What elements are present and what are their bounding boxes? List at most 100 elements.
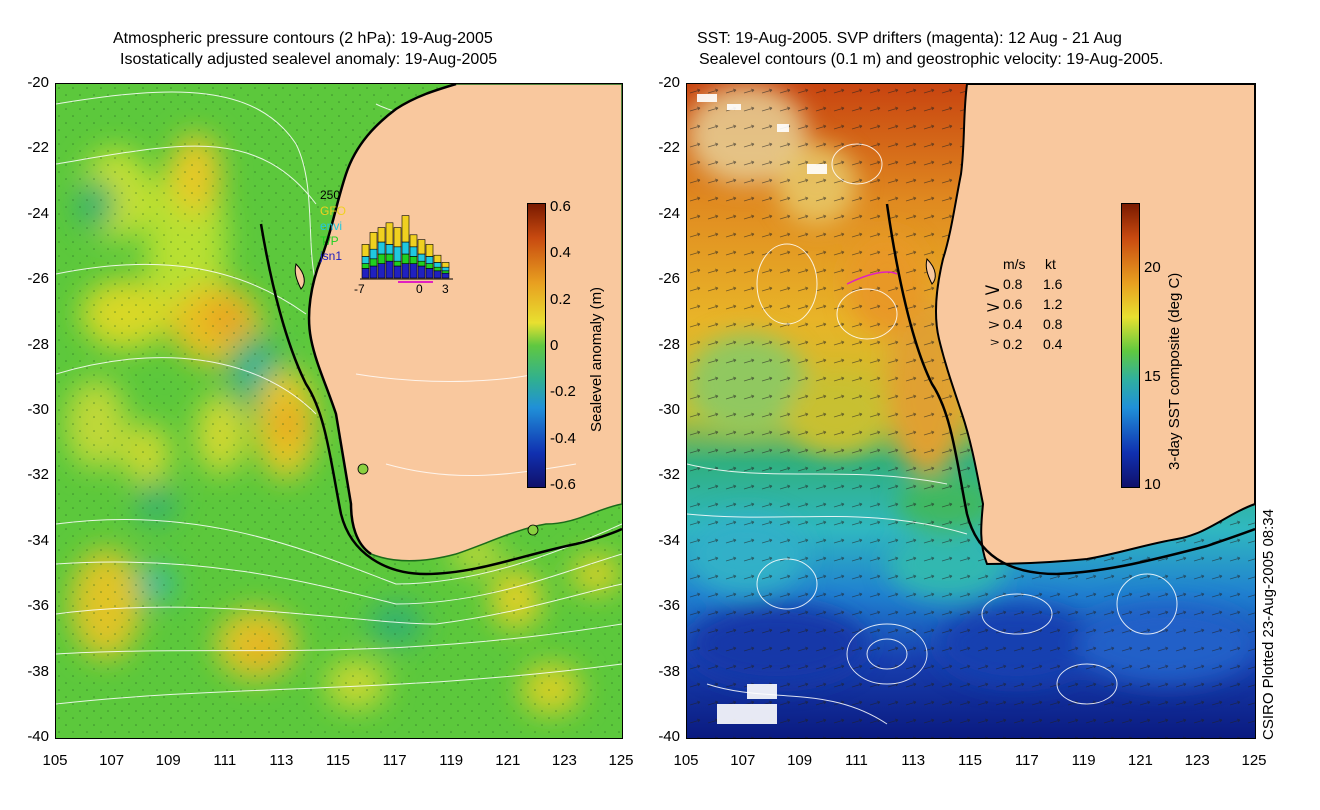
inset-bar bbox=[385, 244, 394, 255]
left-lat-tick: -34 bbox=[27, 531, 49, 549]
inset-bar bbox=[369, 232, 378, 250]
left-lat-tick: -28 bbox=[27, 335, 49, 353]
inset-bar bbox=[361, 263, 370, 269]
right-lon-tick: 117 bbox=[1014, 752, 1039, 769]
inset-bar bbox=[401, 215, 410, 243]
left-lat-tick: -20 bbox=[27, 74, 49, 91]
inset-bar bbox=[433, 270, 442, 279]
left-lon-tick: 107 bbox=[99, 752, 125, 769]
velocity-arrow-icon: > bbox=[986, 298, 1001, 318]
sla-colorbar-tick: -0.6 bbox=[550, 476, 576, 493]
sla-colorbar-tick: 0.4 bbox=[550, 244, 571, 262]
inset-bar bbox=[417, 253, 426, 262]
right-lat-tick: -24 bbox=[658, 204, 680, 222]
inset-bar bbox=[441, 272, 450, 279]
sst-colorbar-tick: 20 bbox=[1144, 259, 1161, 277]
inset-x-tick: 3 bbox=[442, 282, 449, 296]
left-lon-tick: 111 bbox=[213, 752, 237, 769]
velocity-kt-value: 0.8 bbox=[1043, 316, 1063, 332]
inset-bar bbox=[425, 256, 434, 264]
velocity-kt-value: 0.4 bbox=[1043, 336, 1063, 352]
left-lat-tick: -30 bbox=[27, 401, 49, 418]
velocity-legend-header-kt: kt bbox=[1045, 256, 1056, 272]
inset-bar bbox=[409, 234, 418, 248]
velocity-arrow-icon: > bbox=[988, 317, 1000, 333]
velocity-ms-value: 0.2 bbox=[1003, 336, 1023, 352]
left-lon-tick: 123 bbox=[551, 752, 577, 769]
inset-bar bbox=[433, 262, 442, 268]
right-lon-tick: 125 bbox=[1241, 752, 1267, 769]
left-lat-tick: -22 bbox=[27, 139, 49, 157]
right-lon-tick: 109 bbox=[787, 752, 813, 769]
inset-mission-label: jsn1 bbox=[320, 249, 343, 263]
right-lon-tick: 123 bbox=[1184, 752, 1210, 769]
left-lon-tick: 125 bbox=[608, 752, 634, 769]
right-lat-tick: -40 bbox=[658, 728, 680, 745]
left-lon-tick: 113 bbox=[269, 752, 294, 769]
right-lat-tick: -30 bbox=[658, 401, 680, 418]
inset-bar bbox=[433, 266, 442, 272]
left-lat-tick: -36 bbox=[27, 597, 49, 615]
sealevel-contours bbox=[687, 143, 1178, 725]
inset-bar bbox=[441, 262, 450, 268]
right-lon-tick: 107 bbox=[730, 752, 756, 769]
right-lat-tick: -22 bbox=[658, 139, 680, 157]
inset-bar bbox=[409, 263, 418, 279]
inset-bar bbox=[417, 265, 426, 279]
inset-bar bbox=[393, 246, 402, 262]
right-lon-tick: 111 bbox=[844, 752, 868, 769]
inset-bar bbox=[377, 263, 386, 279]
left-lon-tick: 119 bbox=[439, 752, 464, 769]
right-lon-tick: 119 bbox=[1071, 752, 1096, 769]
left-title-line1: Atmospheric pressure contours (2 hPa): 1… bbox=[113, 30, 493, 47]
inset-bar bbox=[361, 256, 370, 264]
inset-x-tick: 0 bbox=[416, 282, 423, 296]
inset-bar bbox=[417, 239, 426, 255]
inset-bar bbox=[433, 254, 442, 263]
inset-mission-label: envi bbox=[320, 219, 343, 233]
inset-bar bbox=[441, 266, 450, 272]
right-lat-tick: -32 bbox=[658, 466, 680, 484]
inset-bar bbox=[417, 260, 426, 267]
inset-bar bbox=[409, 256, 418, 264]
inset-bar bbox=[377, 227, 386, 243]
inset-bar bbox=[441, 270, 450, 274]
inset-bar bbox=[385, 253, 394, 262]
right-lon-tick: 113 bbox=[901, 752, 926, 769]
inset-bar bbox=[369, 248, 378, 260]
left-lat-tick: -26 bbox=[27, 270, 49, 288]
left-lat-tick: -40 bbox=[27, 728, 49, 745]
inset-bar bbox=[361, 244, 370, 257]
inset-bar bbox=[369, 265, 378, 279]
velocity-kt-value: 1.2 bbox=[1043, 296, 1063, 312]
sla-colorbar bbox=[527, 203, 546, 488]
sst-colorbar-tick: 15 bbox=[1144, 367, 1161, 385]
sla-colorbar-tick: 0 bbox=[550, 337, 559, 354]
right-lon-tick: 105 bbox=[673, 752, 699, 769]
inset-ymax-label: 250 bbox=[320, 188, 341, 202]
right-title-line1: SST: 19-Aug-2005. SVP drifters (magenta)… bbox=[697, 30, 1122, 47]
sla-colorbar-tick: 0.2 bbox=[550, 290, 571, 308]
inset-bar bbox=[425, 244, 434, 257]
sst-colorbar bbox=[1121, 203, 1140, 488]
inset-bar bbox=[425, 268, 434, 279]
left-title-line2: Isostatically adjusted sealevel anomaly:… bbox=[120, 51, 498, 68]
sla-colorbar-tick: -0.2 bbox=[550, 383, 576, 401]
inset-bar bbox=[401, 241, 410, 255]
velocity-arrow-icon: > bbox=[990, 336, 1000, 349]
left-lon-tick: 105 bbox=[42, 752, 68, 769]
left-lat-tick: -38 bbox=[27, 662, 49, 680]
inset-bar bbox=[409, 246, 418, 257]
inset-bar bbox=[401, 253, 410, 264]
left-lat-tick: -24 bbox=[27, 204, 49, 222]
australia-land-right bbox=[935, 84, 1255, 566]
right-lat-tick: -26 bbox=[658, 270, 680, 288]
sst-field bbox=[687, 84, 1255, 738]
altimeter-inset: 250 GFO envi T/P jsn1 -7 0 3 bbox=[318, 188, 458, 298]
pressure-contours bbox=[56, 91, 622, 705]
right-lon-tick: 121 bbox=[1127, 752, 1153, 769]
velocity-ms-value: 0.6 bbox=[1003, 296, 1023, 312]
inset-bar bbox=[425, 263, 434, 269]
sst-colorbar-title: 3-day SST composite (deg C) bbox=[1166, 272, 1183, 470]
inset-x-tick: -7 bbox=[354, 282, 365, 296]
